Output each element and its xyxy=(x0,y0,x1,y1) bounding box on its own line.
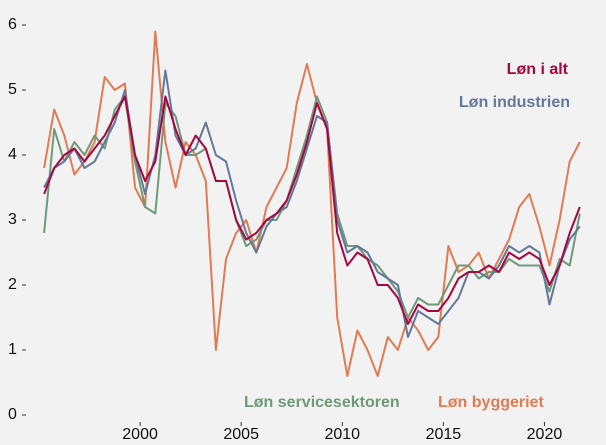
legend-label: Løn i alt xyxy=(507,61,569,78)
y-tick-label: 6 xyxy=(8,16,17,33)
y-tick-label: 5 xyxy=(8,81,17,98)
legend-label: Løn byggeriet xyxy=(438,394,544,411)
series-line xyxy=(43,95,581,325)
y-tick-label: 0 xyxy=(8,406,17,423)
y-tick-label: 4 xyxy=(8,146,17,163)
y-tick-label: 2 xyxy=(8,276,17,293)
y-tick-label: 1 xyxy=(8,341,17,358)
x-tick-label: 2005 xyxy=(223,426,259,443)
x-tick-label: 2000 xyxy=(122,426,158,443)
legend-label: Løn industrien xyxy=(459,94,570,111)
x-tick-label: 2020 xyxy=(527,426,563,443)
x-tick-label: 2010 xyxy=(324,426,360,443)
legend-label: Løn servicesektoren xyxy=(244,394,400,411)
series-line xyxy=(43,30,581,377)
y-tick-label: 3 xyxy=(8,211,17,228)
x-tick-label: 2015 xyxy=(426,426,462,443)
